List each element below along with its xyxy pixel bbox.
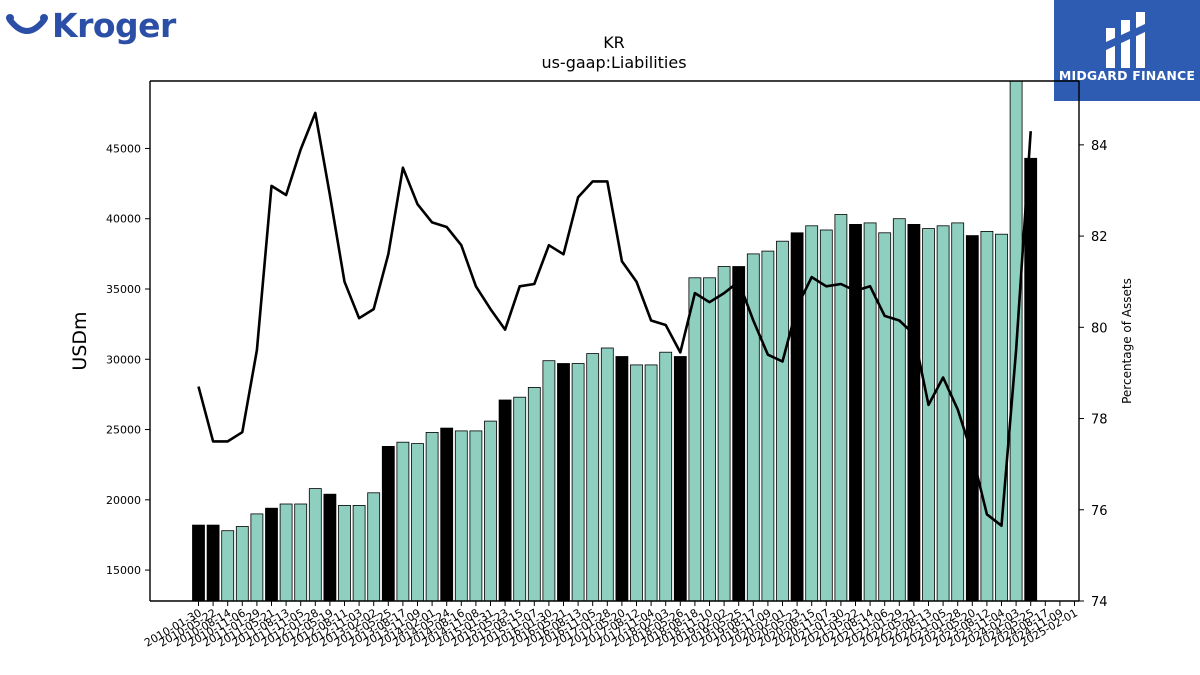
bar — [936, 225, 950, 602]
bar — [586, 353, 600, 602]
bar — [308, 488, 322, 602]
bar — [206, 524, 220, 602]
bar — [498, 399, 512, 602]
bar — [294, 503, 308, 602]
bar — [863, 222, 877, 602]
y2-tick-label: 74 — [1091, 595, 1108, 610]
bar — [907, 223, 921, 602]
bar — [192, 524, 205, 602]
bar — [892, 218, 906, 602]
bar — [1024, 157, 1038, 602]
bar — [717, 266, 731, 602]
y-axis-label: USDm — [69, 311, 91, 370]
y2-tick-label: 82 — [1091, 230, 1108, 245]
bar — [250, 513, 264, 602]
bar — [469, 430, 483, 602]
y2-tick-label: 84 — [1091, 139, 1108, 154]
bar — [980, 230, 994, 602]
bar — [265, 507, 278, 602]
bar — [454, 430, 468, 602]
y-tick-label: 15000 — [106, 564, 141, 577]
bar — [600, 347, 614, 602]
liabilities-pct-line — [197, 111, 1032, 527]
bar — [761, 250, 775, 602]
bar — [644, 364, 658, 602]
bar — [367, 492, 381, 602]
y2-tick-label: 76 — [1091, 504, 1108, 519]
bar — [834, 214, 848, 602]
y-tick-label: 25000 — [106, 424, 141, 437]
bar — [411, 443, 424, 602]
y2-tick-label: 78 — [1091, 413, 1108, 428]
bar — [922, 228, 935, 602]
y-tick-label: 35000 — [106, 283, 141, 296]
bar — [221, 530, 235, 602]
bar — [571, 363, 585, 602]
bar — [965, 235, 979, 602]
bar — [352, 504, 366, 602]
bar — [279, 503, 293, 602]
y-tick-label: 30000 — [106, 353, 141, 366]
bar — [513, 396, 527, 602]
bar — [527, 386, 541, 602]
bar — [484, 420, 497, 602]
bar — [615, 356, 629, 602]
bar — [995, 233, 1008, 602]
y-tick-label: 45000 — [106, 142, 141, 155]
chart-subtitle: us-gaap:Liabilities — [541, 53, 687, 72]
bar — [805, 225, 819, 602]
bar — [557, 363, 570, 602]
bar — [235, 526, 249, 602]
bar — [323, 493, 337, 602]
bar — [790, 232, 804, 602]
chart-title: KR — [603, 33, 625, 52]
bar — [703, 277, 716, 602]
kroger-wordmark: Kroger — [52, 6, 176, 45]
midgard-name: MIDGARD FINANCE — [1058, 68, 1196, 83]
bar — [732, 266, 746, 602]
bar — [673, 356, 687, 602]
bar — [542, 360, 556, 602]
bar — [630, 364, 643, 602]
y-tick-label: 40000 — [106, 213, 141, 226]
bar — [688, 277, 702, 602]
bar — [878, 232, 892, 602]
bar — [338, 504, 351, 602]
y-tick-label: 20000 — [106, 494, 141, 507]
bar — [396, 441, 410, 602]
y2-tick-label: 80 — [1091, 321, 1108, 336]
kroger-logo: Kroger — [4, 4, 176, 56]
midgard-finance-logo: MIDGARD FINANCE — [1054, 0, 1200, 101]
bar — [659, 351, 673, 602]
bar — [425, 431, 439, 602]
bar — [849, 223, 862, 602]
bar — [381, 445, 395, 602]
kroger-smile-icon — [6, 14, 48, 34]
midgard-emblem-icon — [1106, 12, 1145, 68]
y2-axis-label: Percentage of Assets — [1120, 278, 1134, 404]
bar — [776, 240, 789, 602]
bar — [440, 427, 454, 602]
